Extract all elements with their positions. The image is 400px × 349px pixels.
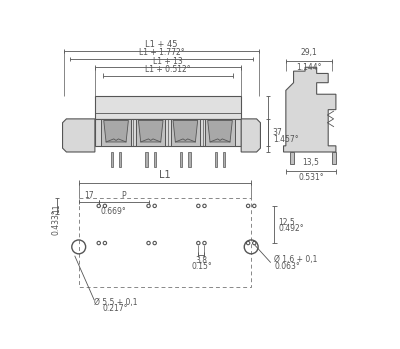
Text: 0.063°: 0.063° <box>274 262 300 270</box>
Bar <box>205 119 235 146</box>
Text: L1 + 13: L1 + 13 <box>153 57 183 66</box>
Text: L1 + 1.772°: L1 + 1.772° <box>139 48 184 57</box>
Text: 12,5: 12,5 <box>278 218 295 227</box>
Text: 0.217°: 0.217° <box>103 304 128 313</box>
Text: 29,1: 29,1 <box>300 48 317 57</box>
Text: 0.669°: 0.669° <box>101 207 126 216</box>
Text: 0.15°: 0.15° <box>191 261 212 270</box>
Text: Ø 1,6 + 0,1: Ø 1,6 + 0,1 <box>274 255 318 265</box>
Bar <box>95 96 241 119</box>
Bar <box>290 152 294 164</box>
Polygon shape <box>104 120 128 142</box>
Polygon shape <box>138 120 163 142</box>
Polygon shape <box>284 67 336 152</box>
Polygon shape <box>173 120 198 142</box>
Text: 1.144°: 1.144° <box>296 63 322 72</box>
Polygon shape <box>208 120 232 142</box>
Text: L1: L1 <box>159 170 171 180</box>
Text: 0.492°: 0.492° <box>278 224 304 233</box>
Bar <box>79 198 251 287</box>
Text: 37: 37 <box>273 128 282 137</box>
Bar <box>180 152 182 168</box>
Bar <box>119 152 122 168</box>
Bar <box>95 119 241 146</box>
Bar <box>102 119 131 146</box>
Bar <box>136 119 165 146</box>
Text: 17: 17 <box>84 191 94 200</box>
Bar <box>188 152 191 168</box>
Bar <box>145 152 148 168</box>
Text: L1 + 0.512°: L1 + 0.512° <box>145 65 191 74</box>
Bar <box>171 119 200 146</box>
Text: 0.531°: 0.531° <box>298 173 324 182</box>
Bar <box>332 152 336 164</box>
Polygon shape <box>241 119 260 152</box>
Text: L1 + 45: L1 + 45 <box>145 40 178 49</box>
Bar <box>154 152 156 168</box>
Text: P: P <box>121 191 126 200</box>
Text: 3,8: 3,8 <box>196 256 208 265</box>
Bar <box>223 152 226 168</box>
Polygon shape <box>62 119 95 152</box>
Text: 0.433°: 0.433° <box>52 210 61 236</box>
Bar <box>215 152 217 168</box>
Text: Ø 5,5 + 0,1: Ø 5,5 + 0,1 <box>94 298 138 307</box>
Text: 13,5: 13,5 <box>302 158 319 168</box>
Bar <box>111 152 113 168</box>
Text: 11: 11 <box>52 203 61 213</box>
Text: 1.457°: 1.457° <box>273 135 298 144</box>
